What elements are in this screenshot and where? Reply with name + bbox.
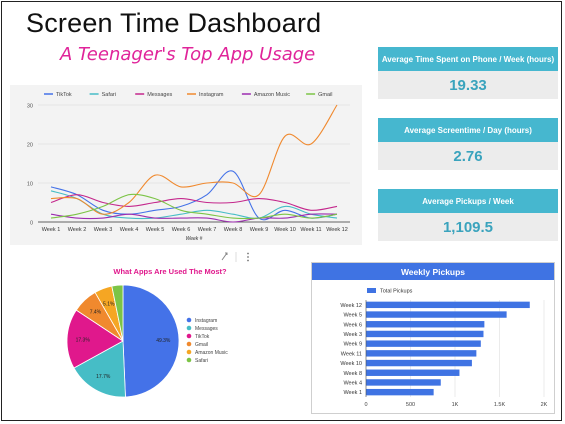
- x-tick-label: Week 10: [274, 227, 296, 233]
- y-tick-label: 10: [27, 182, 33, 188]
- y-tick-label: 20: [27, 143, 33, 149]
- page-subtitle: A Teenager's Top App Usage: [60, 44, 316, 65]
- y-tick-label: Week 8: [343, 371, 362, 377]
- stat-card-pickups-per-week: Average Pickups / Week 1,109.5: [378, 189, 558, 241]
- line-chart: 0 10 20 30 Week 1 Week 2 Week 3 Week 4 Week 5 Wee…: [10, 85, 362, 245]
- pie-chart-title: What Apps Are Used The Most?: [113, 267, 227, 276]
- legend-label: Safari: [195, 358, 208, 364]
- chart-edit-icon[interactable]: [221, 252, 228, 261]
- pie-chart: What Apps Are Used The Most? 49.3% 17.7% 17…: [66, 267, 228, 398]
- x-axis-title: Week #: [186, 236, 203, 242]
- legend-swatch: [186, 317, 192, 323]
- y-tick-label: Week 10: [340, 361, 362, 367]
- bar: [366, 301, 530, 309]
- series-line-messages: [50, 194, 338, 211]
- stat-card-time-per-week: Average Time Spent on Phone / Week (hour…: [378, 47, 558, 99]
- y-tick-label: Week 11: [341, 351, 362, 357]
- y-tick-label: Week 6: [343, 322, 362, 328]
- legend-label: Instagram: [195, 318, 217, 324]
- series-line-gmail: [50, 193, 338, 220]
- more-options-icon[interactable]: [247, 252, 249, 262]
- x-tick-label: 2K: [541, 402, 548, 408]
- legend-label: Gmail: [195, 342, 208, 348]
- x-tick-label: Week 1: [42, 227, 61, 233]
- y-tick-label: 0: [30, 221, 33, 227]
- bar: [366, 359, 472, 367]
- x-tick-label: Week 5: [146, 227, 165, 233]
- bar: [366, 321, 485, 328]
- y-tick-label: Week 4: [343, 380, 362, 386]
- series-line-instagram: [50, 104, 338, 215]
- bar: [366, 379, 441, 386]
- legend-label: Amazon Music: [254, 92, 290, 98]
- pie-toolbar: [221, 252, 249, 262]
- y-tick-label: Week 5: [343, 313, 362, 319]
- x-tick-label: Week 6: [172, 227, 191, 233]
- x-tick-label: 500: [406, 402, 415, 408]
- legend-swatch: [186, 357, 192, 363]
- bar: [366, 388, 434, 396]
- x-tick-label: Week 7: [198, 227, 217, 233]
- x-tick-label: Week 2: [68, 227, 87, 233]
- legend-label: Messages: [147, 92, 172, 98]
- stat-label: Average Time Spent on Phone / Week (hour…: [378, 47, 558, 71]
- pickups-chart-panel: Weekly Pickups Total Pickups 0 500 1K 1.5K 2K…: [311, 262, 555, 414]
- y-tick-label: Week 1: [343, 390, 362, 396]
- x-tick-label: Week 12: [326, 227, 348, 233]
- legend-label: TikTok: [195, 334, 210, 340]
- stat-card-screentime-per-day: Average Screentime / Day (hours) 2.76: [378, 118, 558, 170]
- pie-slice-messages: [73, 340, 126, 398]
- bar: [366, 340, 481, 347]
- legend-label: TikTok: [56, 92, 72, 98]
- y-tick-label: Week 12: [340, 303, 362, 309]
- y-tick-label: Week 9: [343, 342, 362, 348]
- legend-label: Amazon Music: [195, 350, 228, 356]
- legend-label: Total Pickups: [380, 289, 413, 295]
- x-tick-label: Week 9: [250, 227, 269, 233]
- stat-label: Average Screentime / Day (hours): [378, 118, 558, 142]
- stat-label: Average Pickups / Week: [378, 189, 558, 213]
- legend-label: Safari: [102, 92, 116, 98]
- legend-swatch: [186, 349, 192, 355]
- bar-chart: Total Pickups 0 500 1K 1.5K 2K Week 12 Week 5 We…: [340, 288, 548, 408]
- pie-slice-label: 17.3%: [76, 337, 91, 343]
- page-title: Screen Time Dashboard: [26, 8, 322, 38]
- x-tick-label: 0: [364, 402, 367, 408]
- pie-slice-instagram: [122, 284, 180, 398]
- bar: [366, 311, 507, 318]
- legend-swatch: [186, 325, 192, 331]
- pie-slice-label: 49.3%: [156, 338, 171, 344]
- pie-slice-label: 5.1%: [103, 301, 115, 307]
- x-tick-label: Week 8: [224, 227, 243, 233]
- x-tick-label: Week 11: [300, 227, 321, 233]
- x-tick-label: 1.5K: [494, 402, 506, 408]
- x-tick-label: Week 3: [94, 227, 113, 233]
- y-tick-label: 30: [27, 104, 33, 110]
- pickups-chart-title: Weekly Pickups: [312, 263, 554, 280]
- x-tick-label: Week 4: [120, 227, 139, 233]
- legend-swatch: [367, 288, 376, 293]
- pie-slice-safari: [111, 284, 124, 342]
- x-tick-label: 1K: [452, 402, 459, 408]
- y-tick-label: Week 3: [343, 332, 362, 338]
- stat-value: 19.33: [449, 76, 487, 94]
- line-chart-background: [10, 85, 362, 245]
- bar: [366, 350, 477, 357]
- series-line-tiktok: [50, 170, 338, 221]
- legend-label: Instagram: [199, 92, 224, 98]
- stat-value: 1,109.5: [442, 218, 494, 236]
- legend-swatch: [186, 341, 192, 347]
- legend-label: Gmail: [318, 92, 332, 98]
- pie-slice-label: 17.7%: [96, 374, 111, 380]
- stat-value: 2.76: [453, 147, 483, 165]
- bar: [366, 330, 484, 338]
- bar: [366, 369, 460, 376]
- pie-slice-label: 7.4%: [90, 310, 102, 316]
- legend-label: Messages: [195, 326, 218, 332]
- legend-swatch: [186, 333, 192, 339]
- pie-slice-tiktok: [66, 309, 124, 369]
- series-line-amazon-music: [50, 213, 338, 223]
